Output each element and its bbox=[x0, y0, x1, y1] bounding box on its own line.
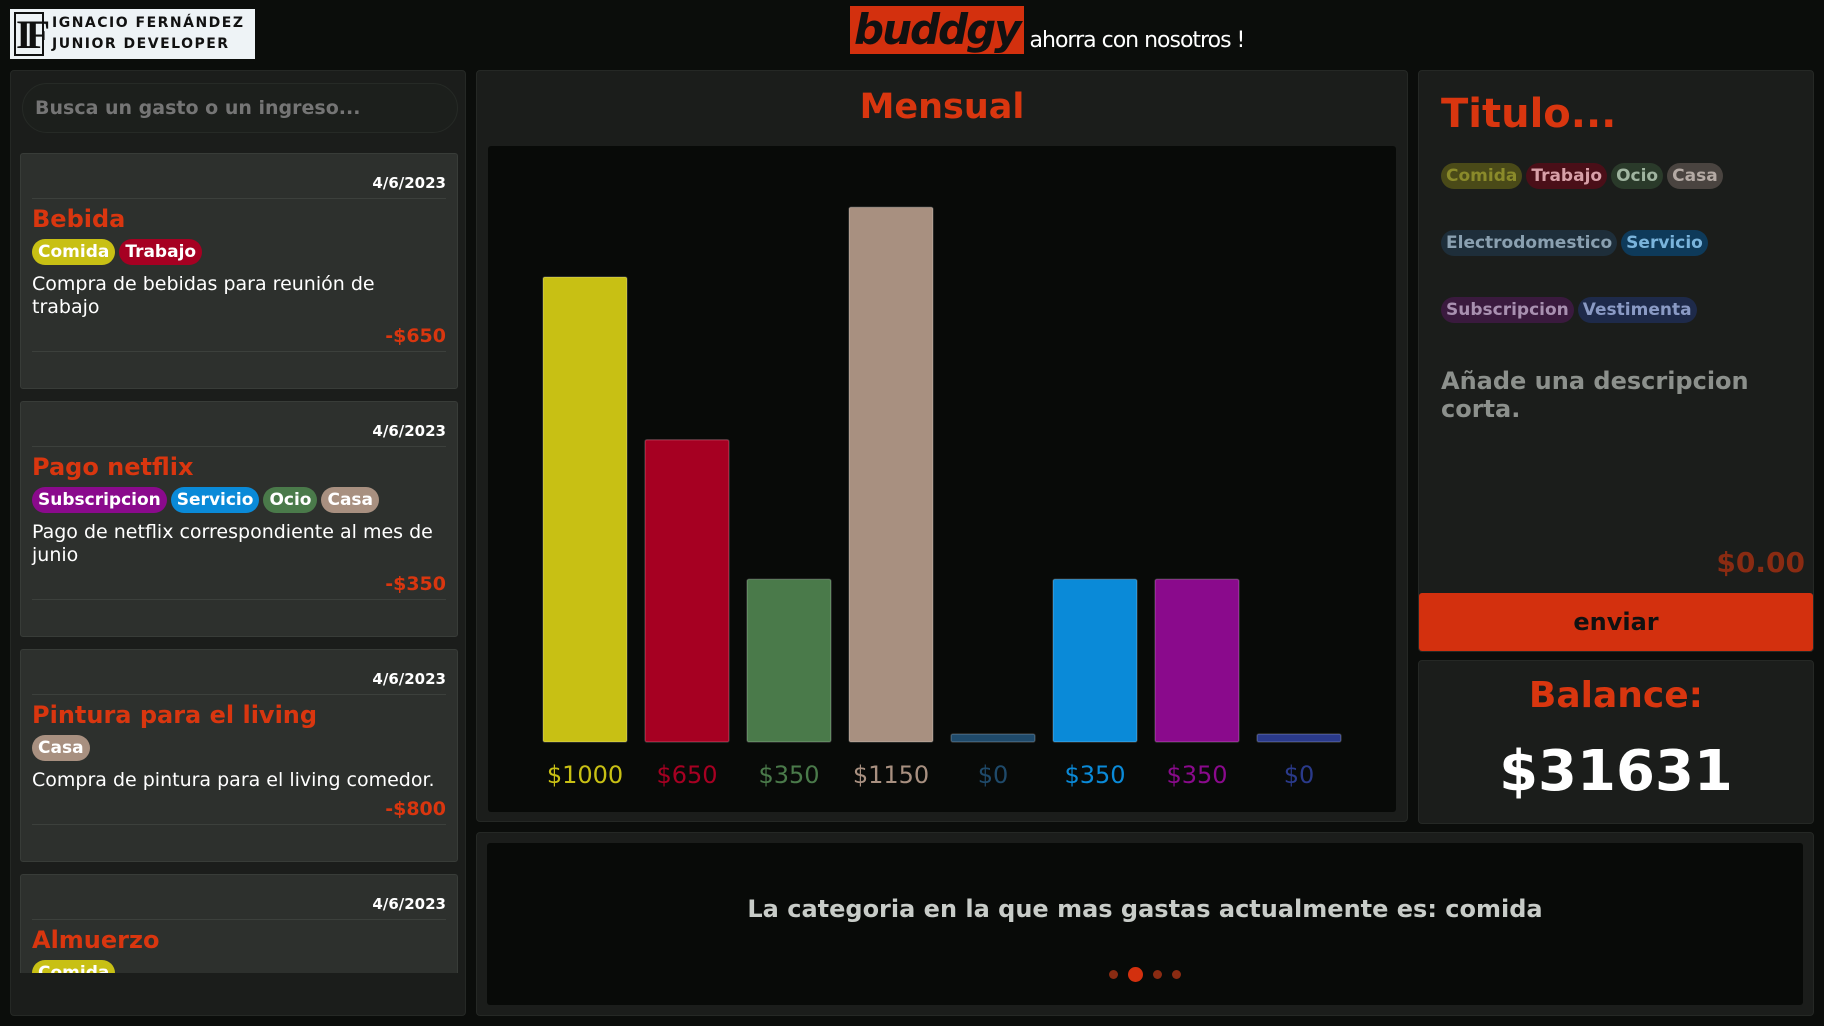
balance-panel: Balance: $31631 bbox=[1418, 660, 1814, 824]
category-picker-row: Electrodomestico Servicio bbox=[1441, 230, 1708, 256]
transaction-tags: Subscripcion Servicio Ocio Casa bbox=[32, 487, 446, 513]
balance-value: $31631 bbox=[1499, 739, 1733, 804]
transaction-tags: Comida bbox=[32, 960, 446, 973]
category-picker-row: Subscripcion Vestimenta bbox=[1441, 297, 1697, 323]
chart-bar-trabajo bbox=[644, 439, 730, 743]
insight-carousel: La categoria en la que mas gastas actual… bbox=[487, 843, 1803, 1005]
brand-name: buddgy bbox=[850, 6, 1024, 54]
category-option[interactable]: Trabajo bbox=[1526, 163, 1608, 189]
transaction-description: Compra de pintura para el living comedor… bbox=[32, 769, 435, 791]
title-input[interactable]: Titulo... bbox=[1441, 91, 1617, 137]
balance-label: Balance: bbox=[1528, 675, 1704, 716]
chart-value-label: $650 bbox=[656, 761, 717, 789]
category-tag: Subscripcion bbox=[32, 487, 167, 513]
insight-text: La categoria en la que mas gastas actual… bbox=[747, 895, 1543, 923]
chart-bar-vestimenta bbox=[1256, 733, 1342, 743]
chart-value-label: $1000 bbox=[547, 761, 623, 789]
chart-value-label: $0 bbox=[1284, 761, 1315, 789]
carousel-dot[interactable] bbox=[1128, 967, 1143, 982]
transaction-title: Pago netflix bbox=[32, 453, 194, 481]
chart-value-label: $0 bbox=[978, 761, 1009, 789]
category-option[interactable]: Vestimenta bbox=[1577, 297, 1697, 323]
transaction-date: 4/6/2023 bbox=[32, 402, 446, 447]
category-tag: Comida bbox=[32, 239, 116, 265]
bar-chart: $1000 $650 $350 $1150 $0 $350 $350 $0 bbox=[542, 206, 1342, 789]
chart-bar-casa bbox=[848, 206, 934, 743]
category-option[interactable]: Comida bbox=[1441, 163, 1523, 189]
transaction-title: Pintura para el living bbox=[32, 701, 318, 729]
category-option[interactable]: Electrodomestico bbox=[1441, 230, 1618, 256]
owner-name: IGNACIO FERNÁNDEZ bbox=[52, 15, 245, 31]
carousel-dot[interactable] bbox=[1109, 970, 1118, 979]
chart-value-label: $1150 bbox=[853, 761, 929, 789]
developer-logo: IF IGNACIO FERNÁNDEZ JUNIOR DEVELOPER bbox=[10, 9, 255, 59]
transaction-list[interactable]: 4/6/2023 Bebida Comida Trabajo Compra de beb… bbox=[20, 153, 458, 973]
search-input[interactable] bbox=[22, 83, 458, 133]
transaction-amount: -$350 bbox=[32, 573, 446, 600]
category-tag: Comida bbox=[32, 960, 116, 973]
owner-role: JUNIOR DEVELOPER bbox=[52, 36, 230, 52]
chart-title: Mensual bbox=[859, 87, 1025, 127]
chart-value-label: $350 bbox=[1166, 761, 1227, 789]
send-button[interactable]: enviar bbox=[1419, 593, 1813, 651]
category-option[interactable]: Subscripcion bbox=[1441, 297, 1574, 323]
description-input[interactable]: Añade una descripcion corta. bbox=[1441, 367, 1749, 423]
chart-value-label: $350 bbox=[758, 761, 819, 789]
chart-bar-servicio bbox=[1052, 578, 1138, 743]
chart-bar-comida bbox=[542, 276, 628, 743]
category-tag: Servicio bbox=[170, 487, 260, 513]
category-tag: Trabajo bbox=[119, 239, 203, 265]
carousel-dot[interactable] bbox=[1153, 970, 1162, 979]
category-option[interactable]: Ocio bbox=[1611, 163, 1664, 189]
brand-header: buddgy ahorra con nosotros ! bbox=[850, 6, 1246, 54]
category-option[interactable]: Casa bbox=[1667, 163, 1723, 189]
category-tag: Casa bbox=[32, 735, 90, 761]
category-tag: Ocio bbox=[263, 487, 318, 513]
carousel-dot[interactable] bbox=[1172, 970, 1181, 979]
chart-bar-ocio bbox=[746, 578, 832, 743]
transaction-date: 4/6/2023 bbox=[32, 154, 446, 199]
transaction-card[interactable]: 4/6/2023 Almuerzo Comida bbox=[20, 874, 458, 973]
transaction-description: Pago de netflix correspondiente al mes d… bbox=[32, 521, 433, 566]
chart-panel: Mensual $1000 $650 $350 $1150 $0 $350 $350 $0 bbox=[476, 70, 1408, 822]
transaction-card[interactable]: 4/6/2023 Pago netflix Subscripcion Servicio… bbox=[20, 401, 458, 637]
transaction-card[interactable]: 4/6/2023 Pintura para el living Casa Compra… bbox=[20, 649, 458, 862]
carousel-dots bbox=[487, 967, 1803, 982]
transaction-amount: -$800 bbox=[32, 798, 446, 825]
chart-value-label: $350 bbox=[1064, 761, 1125, 789]
transaction-card[interactable]: 4/6/2023 Bebida Comida Trabajo Compra de beb… bbox=[20, 153, 458, 389]
chart-area: $1000 $650 $350 $1150 $0 $350 $350 $0 bbox=[488, 146, 1396, 812]
transaction-title: Almuerzo bbox=[32, 926, 160, 954]
transaction-amount: -$650 bbox=[32, 325, 446, 352]
category-option[interactable]: Servicio bbox=[1621, 230, 1708, 256]
new-entry-form: Titulo... Comida Trabajo Ocio Casa Electrodo… bbox=[1418, 70, 1814, 652]
category-tag: Casa bbox=[321, 487, 380, 513]
transaction-tags: Comida Trabajo bbox=[32, 239, 446, 265]
chart-bar-subscripcion bbox=[1154, 578, 1240, 743]
brand-tagline: ahorra con nosotros ! bbox=[1029, 28, 1246, 53]
transaction-description: Compra de bebidas para reunión de trabaj… bbox=[32, 273, 375, 318]
category-picker-row: Comida Trabajo Ocio Casa bbox=[1441, 163, 1723, 189]
transaction-tags: Casa bbox=[32, 735, 446, 761]
logo-initials: IF bbox=[14, 12, 50, 57]
chart-bar-electrodomestico bbox=[950, 733, 1036, 743]
amount-input[interactable]: $0.00 bbox=[1716, 546, 1805, 579]
transaction-title: Bebida bbox=[32, 205, 126, 233]
insight-panel: La categoria en la que mas gastas actual… bbox=[476, 832, 1814, 1016]
transaction-date: 4/6/2023 bbox=[32, 650, 446, 695]
transaction-date: 4/6/2023 bbox=[32, 875, 446, 920]
